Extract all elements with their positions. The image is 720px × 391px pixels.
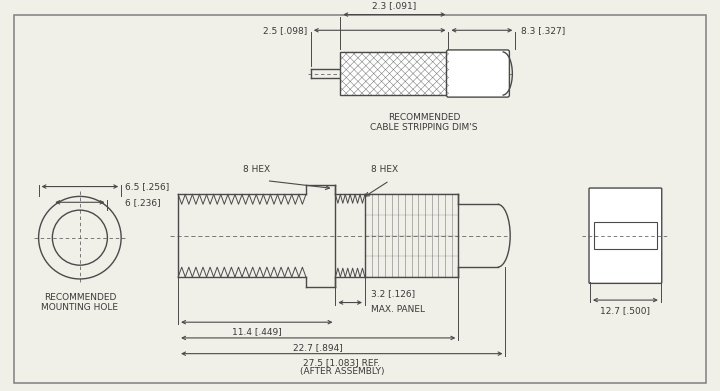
Text: 8 HEX: 8 HEX xyxy=(243,165,270,174)
Text: 22.7 [.894]: 22.7 [.894] xyxy=(293,343,343,352)
Text: MOUNTING HOLE: MOUNTING HOLE xyxy=(41,303,118,312)
FancyBboxPatch shape xyxy=(446,50,509,97)
Text: 6.5 [.256]: 6.5 [.256] xyxy=(125,182,169,191)
Text: (AFTER ASSEMBLY): (AFTER ASSEMBLY) xyxy=(300,368,384,377)
Text: CABLE STRIPPING DIM'S: CABLE STRIPPING DIM'S xyxy=(370,123,477,132)
FancyBboxPatch shape xyxy=(589,188,662,283)
Text: 8 HEX: 8 HEX xyxy=(371,165,398,174)
Bar xyxy=(341,52,449,95)
Text: RECOMMENDED: RECOMMENDED xyxy=(387,113,460,122)
Text: 12.7 [.500]: 12.7 [.500] xyxy=(600,306,650,315)
Bar xyxy=(594,222,657,249)
Text: 2.3 [.091]: 2.3 [.091] xyxy=(372,1,417,10)
Text: 8.3 [.327]: 8.3 [.327] xyxy=(521,26,565,35)
Text: 6 [.236]: 6 [.236] xyxy=(125,198,161,207)
Text: MAX. PANEL: MAX. PANEL xyxy=(371,305,425,314)
Text: 27.5 [1.083] REF.: 27.5 [1.083] REF. xyxy=(303,359,380,368)
Text: 3.2 [.126]: 3.2 [.126] xyxy=(371,290,415,299)
Text: 11.4 [.449]: 11.4 [.449] xyxy=(232,327,282,336)
Text: RECOMMENDED: RECOMMENDED xyxy=(44,293,116,302)
Text: 2.5 [.098]: 2.5 [.098] xyxy=(263,26,307,35)
